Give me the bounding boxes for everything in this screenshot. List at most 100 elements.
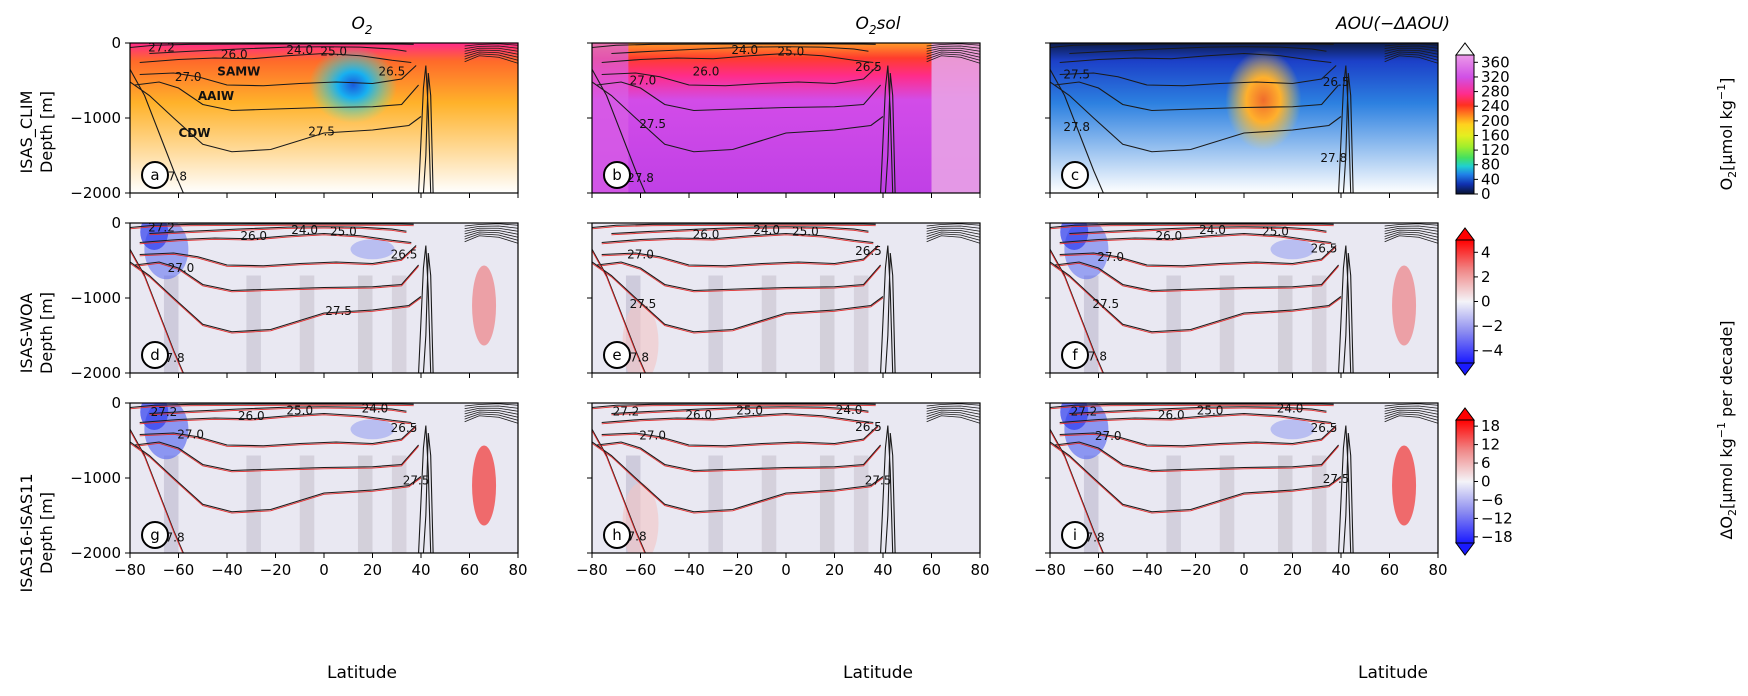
colorbar-tick-label: −18 [1481, 528, 1513, 546]
contour-label: 27.0 [1097, 250, 1124, 264]
contour-label: 24.0 [286, 43, 313, 57]
panel-i: 27.2 26.0 25.0 24.027.026.527.527.8i−80 −60−… [1034, 402, 1448, 579]
row-label-isas16: ISAS16-ISAS11 [17, 473, 36, 592]
x-tick-label: 60 [1380, 561, 1399, 579]
row-label-clim-depth: Depth [m] [37, 91, 56, 173]
isopycnal-contour [611, 406, 869, 415]
isopycnal-contour [130, 248, 184, 373]
panel-d: 27.226.0 24.0 25.027.026.527.527.8d0−1000−… [70, 214, 519, 382]
contour-label: 26.5 [391, 248, 418, 262]
colorbar-tick-label: 360 [1481, 53, 1510, 71]
colorbar-tick-label: 2 [1481, 268, 1491, 286]
isopycnal-contour-reference [596, 442, 881, 473]
isopycnal-contour [1069, 406, 1327, 415]
contour-label: 27.2 [148, 41, 175, 55]
colorbar-tick-label: 12 [1481, 436, 1500, 454]
x-tick-label: 80 [508, 561, 527, 579]
colorbar-label-delta: ΔO2[μmol kg−1 per decade] [1715, 320, 1739, 539]
water-mass-label: AAIW [198, 89, 234, 103]
x-tick-label: 40 [411, 561, 430, 579]
row-label-woa-depth: Depth [m] [37, 292, 56, 374]
contour-label: 27.5 [1092, 297, 1119, 311]
panel-letter: a [150, 166, 159, 184]
isopycnal-contour [611, 226, 869, 235]
contour-label: 24.0 [836, 403, 863, 417]
isopycnal-contour-reference [592, 250, 646, 373]
x-tick-label: 0 [1239, 561, 1249, 579]
isopycnal-contour [130, 403, 414, 409]
x-tick-label: −60 [1083, 561, 1115, 579]
panel-letter: h [612, 526, 622, 544]
contour-label: 27.0 [630, 74, 657, 88]
contour-label: 26.0 [221, 47, 248, 61]
y-tick-label: 0 [111, 34, 121, 52]
x-tick-label: −60 [625, 561, 657, 579]
contour-label: 24.0 [362, 401, 389, 415]
contour-label: 27.5 [639, 117, 666, 131]
contour-label: 26.0 [238, 409, 265, 423]
x-tick-label: 20 [825, 561, 844, 579]
colorbar-tick-label: 120 [1481, 141, 1510, 159]
contour-label: 26.5 [1311, 421, 1338, 435]
contour-label: 27.0 [639, 428, 666, 442]
isopycnal-contour-reference [601, 426, 879, 448]
x-tick-label: −80 [114, 561, 146, 579]
x-tick-label: 80 [1428, 561, 1447, 579]
isopycnal-contour-reference [611, 227, 869, 236]
contour-label: 24.0 [753, 223, 780, 237]
contour-label: 25.0 [330, 224, 357, 238]
xlabel-col2: Latitude [843, 663, 913, 683]
isopycnal-contour-reference [1050, 262, 1342, 334]
isopycnal-contour [592, 68, 646, 193]
x-tick-label: −60 [163, 561, 195, 579]
isopycnal-contour [592, 43, 876, 49]
isopycnal-contour [592, 403, 876, 409]
isopycnal-contour [596, 261, 881, 292]
isopycnal-contour-reference [592, 404, 876, 410]
column-title-o2: O2 [351, 14, 372, 37]
panel-letter-badge [603, 341, 631, 369]
x-tick-label: 40 [1331, 561, 1350, 579]
isopycnal-contour-reference [592, 224, 876, 230]
contour-label: 25.0 [286, 404, 313, 418]
panel-letter-badge [1061, 521, 1089, 549]
contour-label: 27.0 [1095, 429, 1122, 443]
colorbar-tick-label: 0 [1481, 185, 1491, 203]
isopycnal-contour-reference [601, 234, 874, 245]
contour-label: 27.8 [1063, 120, 1090, 134]
x-tick-label: −40 [1131, 561, 1163, 579]
panel-letter-badge [1061, 161, 1089, 189]
water-mass-label: CDW [179, 126, 211, 140]
panel-g: 27.2 26.0 25.0 24.027.0 26.527.527.8g0−1000−… [70, 394, 527, 579]
isopycnal-contour-reference [596, 262, 881, 293]
x-tick-label: −40 [673, 561, 705, 579]
x-tick-label: −20 [1180, 561, 1212, 579]
colorbar-tick-label: 80 [1481, 156, 1500, 174]
isopycnal-contour [592, 261, 884, 333]
isopycnal-contour-reference [1050, 224, 1334, 230]
panel-f: 26.0 24.0 25.027.026.527.527.8f [1045, 222, 1439, 378]
panel-letter-badge [1061, 341, 1089, 369]
isopycnal-contour-reference [149, 227, 407, 236]
colorbar-tick-label: −2 [1481, 317, 1503, 335]
isopycnal-contour [601, 52, 874, 64]
isopycnal-contour-reference [1059, 414, 1332, 425]
isopycnal-contour [130, 428, 184, 553]
colorbar-tick-label: 280 [1481, 83, 1510, 101]
row-label-clim: ISAS_CLIM [17, 91, 37, 174]
colorbar-tick-label: 0 [1481, 473, 1491, 491]
isopycnal-contour [1050, 43, 1334, 49]
isopycnal-contour-reference [1069, 407, 1327, 416]
isopycnal-contour-reference [1050, 430, 1104, 553]
isopycnal-contour [601, 232, 874, 244]
isopycnal-contour [592, 223, 876, 229]
contour-label: 25.0 [1197, 404, 1224, 418]
x-tick-label: 20 [363, 561, 382, 579]
panel-e: 26.0 24.0 25.027.0 26.527.527.8e [587, 222, 981, 378]
colorbar-tick-label: 320 [1481, 68, 1510, 86]
panel-a: 27.2 26.0 24.0 25.027.0 26.527.527.8SAMWAAIW… [70, 34, 519, 202]
isopycnal-contour [1059, 412, 1332, 424]
contour-label: 26.5 [391, 421, 418, 435]
isopycnal-contour [592, 428, 646, 553]
